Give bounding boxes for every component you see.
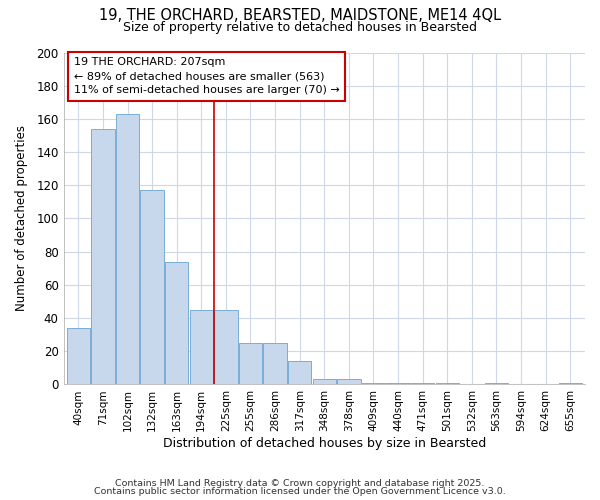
Bar (337, 380, 361, 384)
Bar (313, 380, 336, 384)
Text: 19, THE ORCHARD, BEARSTED, MAIDSTONE, ME14 4QL: 19, THE ORCHARD, BEARSTED, MAIDSTONE, ME… (99, 8, 501, 22)
Bar (239, 343, 262, 384)
Bar (67, 328, 90, 384)
Bar (436, 383, 459, 384)
Bar (485, 383, 508, 384)
Bar (559, 383, 582, 384)
Text: Size of property relative to detached houses in Bearsted: Size of property relative to detached ho… (123, 21, 477, 34)
Bar (116, 114, 139, 384)
Text: 19 THE ORCHARD: 207sqm
← 89% of detached houses are smaller (563)
11% of semi-de: 19 THE ORCHARD: 207sqm ← 89% of detached… (74, 58, 340, 96)
Y-axis label: Number of detached properties: Number of detached properties (15, 126, 28, 312)
Bar (140, 190, 164, 384)
Text: Contains HM Land Registry data © Crown copyright and database right 2025.: Contains HM Land Registry data © Crown c… (115, 478, 485, 488)
Bar (165, 262, 188, 384)
Bar (214, 310, 238, 384)
Bar (263, 343, 287, 384)
Bar (91, 129, 115, 384)
Bar (362, 383, 385, 384)
Text: Contains public sector information licensed under the Open Government Licence v3: Contains public sector information licen… (94, 487, 506, 496)
X-axis label: Distribution of detached houses by size in Bearsted: Distribution of detached houses by size … (163, 437, 486, 450)
Bar (288, 361, 311, 384)
Bar (190, 310, 213, 384)
Bar (386, 383, 410, 384)
Bar (411, 383, 434, 384)
